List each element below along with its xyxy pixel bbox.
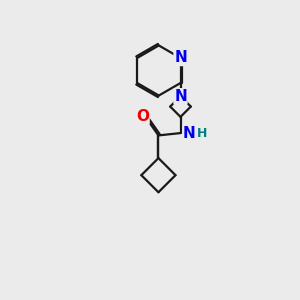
Text: H: H [196, 127, 207, 140]
Text: O: O [136, 109, 149, 124]
Text: N: N [174, 50, 187, 65]
Text: N: N [174, 89, 187, 104]
Text: N: N [183, 126, 196, 141]
